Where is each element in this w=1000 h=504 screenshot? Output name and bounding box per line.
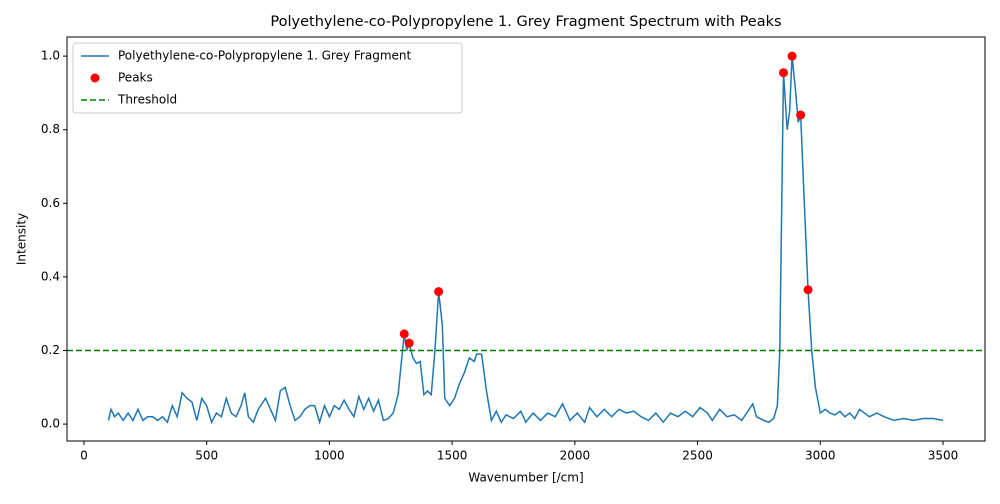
plot-frame [66,36,986,442]
y-axis-label: Intensity [15,213,29,265]
x-tick-label: 3000 [805,449,836,463]
y-tick-label: 0.4 [41,269,60,283]
peak-point [434,287,444,297]
y-tick-label: 0.6 [41,196,60,210]
x-tick-label: 500 [195,449,218,463]
y-tick-label: 0.8 [41,122,60,136]
peak-point [787,51,797,61]
peak-point [404,338,414,348]
x-tick-label: 2500 [682,449,713,463]
legend-marker [90,73,100,83]
peak-point [803,285,813,295]
legend-label: Polyethylene-co-Polypropylene 1. Grey Fr… [118,49,412,63]
peak-point [399,329,409,339]
spectrum-line [107,56,944,425]
peak-point [778,68,788,78]
x-tick-label: 3500 [928,449,959,463]
legend-label: Peaks [118,71,153,85]
y-tick-label: 0.0 [41,417,60,431]
x-tick-label: 2000 [560,449,591,463]
legend-label: Threshold [117,93,177,107]
x-tick-label: 1000 [314,449,345,463]
x-tick-label: 1500 [437,449,468,463]
peak-point [796,110,806,120]
legend-box [72,42,463,114]
chart-title: Polyethylene-co-Polypropylene 1. Grey Fr… [270,14,781,30]
y-tick-label: 1.0 [41,49,60,63]
y-tick-label: 0.2 [41,343,60,357]
x-tick-label: 0 [80,449,88,463]
x-axis-label: Wavenumber [/cm] [468,471,583,485]
